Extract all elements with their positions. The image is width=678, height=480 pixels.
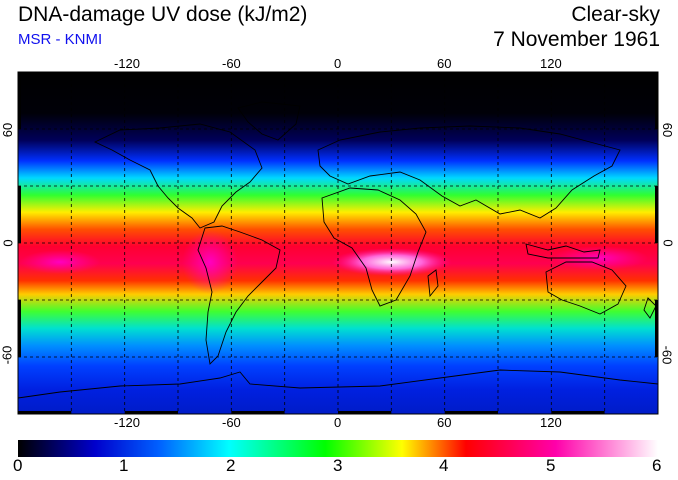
graticule: [18, 72, 658, 414]
map-title: DNA-damage UV dose (kJ/m2): [18, 3, 308, 26]
north-america-coast: [93, 123, 263, 229]
lat-tick-right-60: 60: [660, 122, 676, 138]
australia-coast: [545, 261, 627, 315]
condition-label: Clear-sky: [571, 3, 660, 26]
colorbar-tick-6: 6: [652, 456, 662, 475]
lat-tick-left-minus60: -60: [0, 345, 15, 365]
uv-hotspot-pacific: [552, 246, 648, 270]
lat-tick-left-0: 0: [0, 239, 16, 247]
lat-tick-right-minus60: -60: [659, 345, 675, 365]
lat-tick-right-0: 0: [660, 239, 676, 247]
uv-hotspot-africa: [332, 248, 452, 276]
source-label: MSR - KNMI: [18, 31, 103, 48]
colorbar-tick-3: 3: [333, 456, 343, 475]
colorbar-tick-2: 2: [226, 456, 236, 475]
map-frame: [17, 71, 659, 415]
lon-tick-bottom-minus120: -120: [114, 415, 141, 430]
lon-tick-top-60: 60: [437, 56, 452, 71]
uv-hotspot-westpacific: [20, 250, 100, 274]
date-label: 7 November 1961: [493, 28, 660, 51]
lon-tick-top-minus120: -120: [114, 56, 141, 71]
indonesia-coast: [525, 243, 601, 259]
lon-tick-bottom-minus60: -60: [222, 415, 241, 430]
lon-tick-bottom-60: 60: [437, 415, 452, 430]
europe-asia-coast: [317, 125, 621, 219]
antarctica-coast: [18, 369, 658, 399]
madagascar-coast: [427, 269, 439, 298]
lon-tick-top-0: 0: [334, 56, 342, 71]
colorbar-tick-1: 1: [119, 456, 129, 475]
lat-tick-left-60: 60: [0, 122, 16, 138]
colorbar: [18, 440, 658, 457]
colorbar-tick-5: 5: [546, 456, 556, 475]
uv-hotspot-andes: [182, 230, 238, 294]
lon-tick-top-minus60: -60: [222, 56, 241, 71]
lon-tick-top-120: 120: [540, 56, 562, 71]
lon-tick-bottom-0: 0: [334, 415, 342, 430]
greenland-coast: [237, 101, 301, 141]
south-america-coast: [197, 225, 281, 365]
colorbar-tick-0: 0: [13, 456, 23, 475]
coastlines: [18, 101, 658, 399]
lon-tick-bottom-120: 120: [540, 415, 562, 430]
colorbar-tick-4: 4: [439, 456, 449, 475]
new-zealand-coast: [643, 297, 657, 319]
